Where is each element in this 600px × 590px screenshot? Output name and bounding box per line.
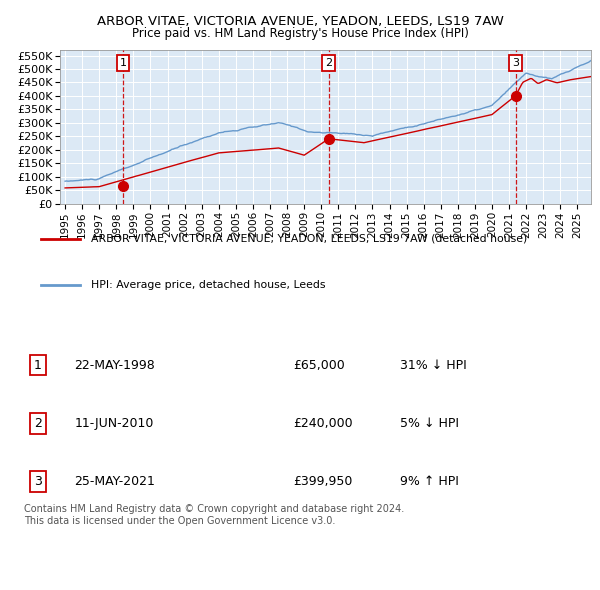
Text: 31% ↓ HPI: 31% ↓ HPI [400,359,467,372]
Text: 9% ↑ HPI: 9% ↑ HPI [400,475,459,488]
Text: 11-JUN-2010: 11-JUN-2010 [74,417,154,430]
Text: 3: 3 [512,58,519,68]
Text: 3: 3 [34,475,42,488]
Text: 1: 1 [119,58,127,68]
Text: ARBOR VITAE, VICTORIA AVENUE, YEADON, LEEDS, LS19 7AW: ARBOR VITAE, VICTORIA AVENUE, YEADON, LE… [97,15,503,28]
Text: £240,000: £240,000 [293,417,353,430]
Text: 5% ↓ HPI: 5% ↓ HPI [400,417,459,430]
Text: Price paid vs. HM Land Registry's House Price Index (HPI): Price paid vs. HM Land Registry's House … [131,27,469,40]
Text: HPI: Average price, detached house, Leeds: HPI: Average price, detached house, Leed… [91,280,326,290]
Text: 2: 2 [34,417,42,430]
Text: 2: 2 [325,58,332,68]
Text: Contains HM Land Registry data © Crown copyright and database right 2024.
This d: Contains HM Land Registry data © Crown c… [24,504,404,526]
Text: £399,950: £399,950 [293,475,353,488]
Text: ARBOR VITAE, VICTORIA AVENUE, YEADON, LEEDS, LS19 7AW (detached house): ARBOR VITAE, VICTORIA AVENUE, YEADON, LE… [91,234,527,244]
Text: 1: 1 [34,359,42,372]
Text: £65,000: £65,000 [293,359,345,372]
Text: 25-MAY-2021: 25-MAY-2021 [74,475,155,488]
Text: 22-MAY-1998: 22-MAY-1998 [74,359,155,372]
